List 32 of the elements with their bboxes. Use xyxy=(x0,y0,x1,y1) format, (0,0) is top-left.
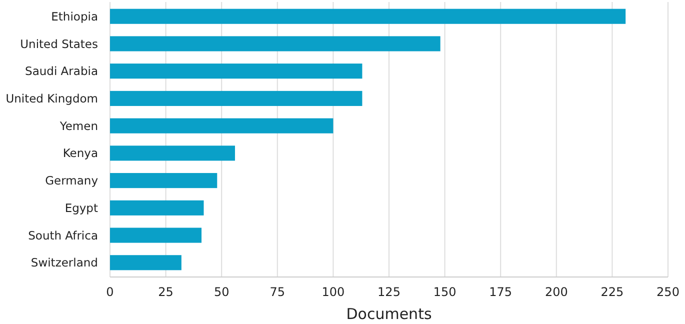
y-tick-label: South Africa xyxy=(28,228,98,242)
y-tick-label: Yemen xyxy=(58,118,98,133)
x-tick-label: 200 xyxy=(544,285,568,299)
bar xyxy=(110,118,334,134)
bar xyxy=(110,255,182,270)
bar xyxy=(110,64,362,79)
bar xyxy=(110,200,204,216)
y-tick-label: United Kingdom xyxy=(6,91,98,106)
y-tick-label: Egypt xyxy=(64,200,98,215)
bar xyxy=(110,228,202,243)
x-tick-label: 50 xyxy=(214,285,230,299)
bar xyxy=(110,146,235,161)
bar xyxy=(110,8,626,24)
x-tick-label: 125 xyxy=(378,285,400,299)
x-tick-label: 225 xyxy=(600,285,624,299)
y-tick-label: United States xyxy=(20,36,98,51)
x-tick-label: 25 xyxy=(158,285,174,299)
x-tick-label: 75 xyxy=(270,285,286,299)
x-axis-title: Documents xyxy=(346,305,432,323)
bar xyxy=(110,173,218,188)
y-tick-label: Kenya xyxy=(62,146,98,160)
bar xyxy=(110,90,362,106)
x-tick-label: 250 xyxy=(656,285,680,299)
y-tick-label: Germany xyxy=(45,174,98,188)
y-tick-label: Switzerland xyxy=(30,256,98,270)
x-tick-label: 0 xyxy=(106,285,114,299)
y-tick-label: Ethiopia xyxy=(51,9,98,24)
x-tick-label: 150 xyxy=(433,285,456,299)
x-tick-label: 175 xyxy=(489,285,512,299)
y-tick-label: Saudi Arabia xyxy=(25,64,98,78)
x-tick-label: 100 xyxy=(322,285,345,299)
bar xyxy=(110,36,440,52)
